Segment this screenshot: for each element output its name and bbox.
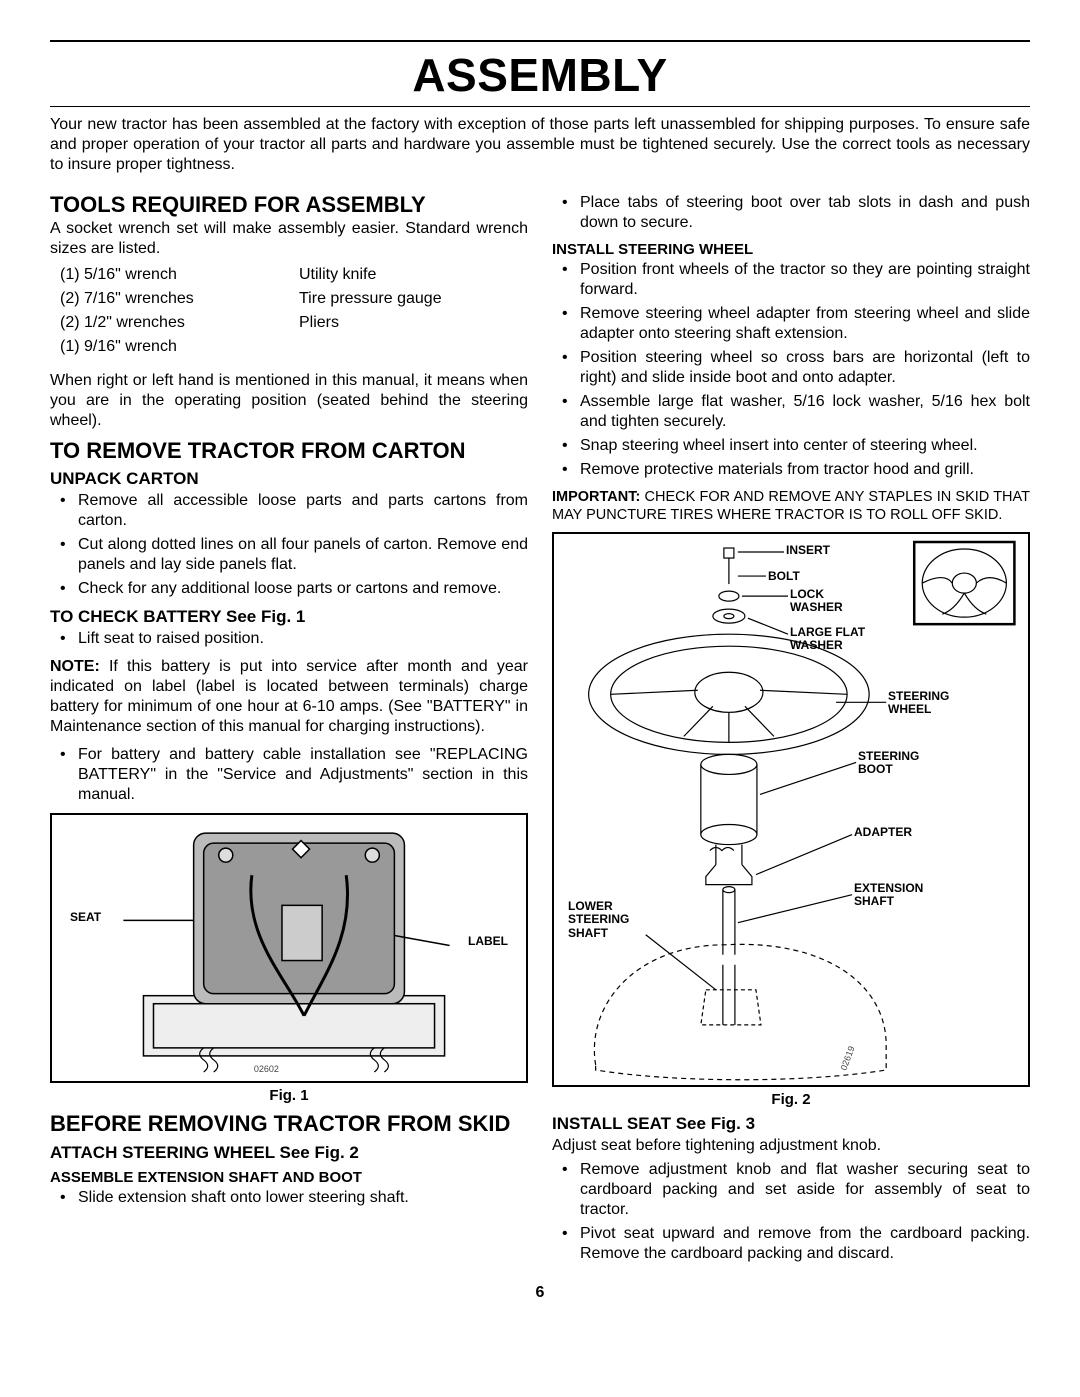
- rule-under-title: [50, 106, 1030, 107]
- fig1-label-label: LABEL: [468, 935, 508, 948]
- note-body: If this battery is put into service afte…: [50, 658, 528, 735]
- tool-l3: (1) 9/16" wrench: [50, 335, 289, 359]
- top-right-list: Place tabs of steering boot over tab slo…: [552, 193, 1030, 233]
- right-column: Place tabs of steering boot over tab slo…: [552, 185, 1030, 1272]
- fig2-wheel-label: STEERING WHEEL: [888, 690, 968, 716]
- important-note: IMPORTANT: CHECK FOR AND REMOVE ANY STAP…: [552, 488, 1030, 524]
- page-title: ASSEMBLY: [50, 48, 1030, 102]
- remove-heading: TO REMOVE TRACTOR FROM CARTON: [50, 439, 528, 463]
- fig1-seat-label: SEAT: [70, 911, 101, 924]
- list-item: For battery and battery cable installati…: [50, 745, 528, 805]
- intro-text: Your new tractor has been assembled at t…: [50, 115, 1030, 175]
- fig2-flatwasher-label: LARGE FLAT WASHER: [790, 626, 880, 652]
- fig2-caption: Fig. 2: [552, 1091, 1030, 1108]
- page: ASSEMBLY Your new tractor has been assem…: [0, 0, 1080, 1322]
- page-number: 6: [50, 1284, 1030, 1302]
- list-item: Position steering wheel so cross bars ar…: [552, 348, 1030, 388]
- tool-r3: [289, 335, 528, 359]
- install-wheel-list: Position front wheels of the tractor so …: [552, 260, 1030, 480]
- list-item: Pivot seat upward and remove from the ca…: [552, 1224, 1030, 1264]
- attach-heading: ATTACH STEERING WHEEL See Fig. 2: [50, 1143, 528, 1163]
- fig2-adapter-label: ADAPTER: [854, 826, 912, 839]
- battery-list: Lift seat to raised position.: [50, 629, 528, 649]
- tool-l1: (2) 7/16" wrenches: [50, 287, 289, 311]
- fig1-caption: Fig. 1: [50, 1087, 528, 1104]
- fig2-bolt-label: BOLT: [768, 570, 800, 583]
- before-heading: BEFORE REMOVING TRACTOR FROM SKID: [50, 1112, 528, 1136]
- list-item: Remove protective materials from tractor…: [552, 460, 1030, 480]
- list-item: Check for any additional loose parts or …: [50, 579, 528, 599]
- fig2-insert-label: INSERT: [786, 544, 830, 557]
- battery-note: NOTE: If this battery is put into servic…: [50, 657, 528, 737]
- list-item: Cut along dotted lines on all four panel…: [50, 535, 528, 575]
- tools-intro: A socket wrench set will make assembly e…: [50, 219, 528, 259]
- left-column: TOOLS REQUIRED FOR ASSEMBLY A socket wre…: [50, 185, 528, 1272]
- battery-list2: For battery and battery cable installati…: [50, 745, 528, 805]
- hand-note: When right or left hand is mentioned in …: [50, 371, 528, 431]
- fig2-lockwasher-label: LOCK WASHER: [790, 588, 860, 614]
- assemble-heading: ASSEMBLE EXTENSION SHAFT AND BOOT: [50, 1169, 528, 1186]
- install-seat-list: Remove adjustment knob and flat washer s…: [552, 1160, 1030, 1264]
- tools-heading: TOOLS REQUIRED FOR ASSEMBLY: [50, 193, 528, 217]
- battery-heading: TO CHECK BATTERY See Fig. 1: [50, 607, 528, 627]
- fig2-lowershaft-label: LOWER STEERING SHAFT: [568, 900, 648, 940]
- assemble-list: Slide extension shaft onto lower steerin…: [50, 1188, 528, 1208]
- figure-1-diagram: 02602: [52, 815, 526, 1081]
- important-label: IMPORTANT:: [552, 489, 640, 505]
- figure-2: 02619 INSERT BOLT LOCK WASHER LARGE FLAT…: [552, 532, 1030, 1087]
- fig2-boot-label: STEERING BOOT: [858, 750, 938, 776]
- unpack-heading: UNPACK CARTON: [50, 469, 528, 489]
- install-seat-heading: INSTALL SEAT See Fig. 3: [552, 1114, 1030, 1134]
- tool-l0: (1) 5/16" wrench: [50, 263, 289, 287]
- fig2-extshaft-label: EXTENSION SHAFT: [854, 882, 944, 908]
- unpack-list: Remove all accessible loose parts and pa…: [50, 491, 528, 599]
- tool-l2: (2) 1/2" wrenches: [50, 311, 289, 335]
- two-columns: TOOLS REQUIRED FOR ASSEMBLY A socket wre…: [50, 185, 1030, 1272]
- figure-2-diagram: 02619: [554, 534, 1028, 1085]
- install-wheel-heading: INSTALL STEERING WHEEL: [552, 241, 1030, 258]
- list-item: Assemble large flat washer, 5/16 lock wa…: [552, 392, 1030, 432]
- list-item: Snap steering wheel insert into center o…: [552, 436, 1030, 456]
- svg-text:02619: 02619: [839, 1045, 857, 1072]
- list-item: Remove steering wheel adapter from steer…: [552, 304, 1030, 344]
- list-item: Slide extension shaft onto lower steerin…: [50, 1188, 528, 1208]
- list-item: Position front wheels of the tractor so …: [552, 260, 1030, 300]
- tool-r2: Pliers: [289, 311, 528, 335]
- tool-r0: Utility knife: [289, 263, 528, 287]
- list-item: Place tabs of steering boot over tab slo…: [552, 193, 1030, 233]
- tools-table: (1) 5/16" wrench Utility knife (2) 7/16"…: [50, 263, 528, 359]
- list-item: Lift seat to raised position.: [50, 629, 528, 649]
- rule-top: [50, 40, 1030, 42]
- svg-text:02602: 02602: [254, 1064, 279, 1074]
- note-label: NOTE:: [50, 658, 100, 675]
- list-item: Remove all accessible loose parts and pa…: [50, 491, 528, 531]
- tool-r1: Tire pressure gauge: [289, 287, 528, 311]
- list-item: Remove adjustment knob and flat washer s…: [552, 1160, 1030, 1220]
- install-seat-intro: Adjust seat before tightening adjustment…: [552, 1136, 1030, 1156]
- figure-1: 02602 SEAT LABEL: [50, 813, 528, 1083]
